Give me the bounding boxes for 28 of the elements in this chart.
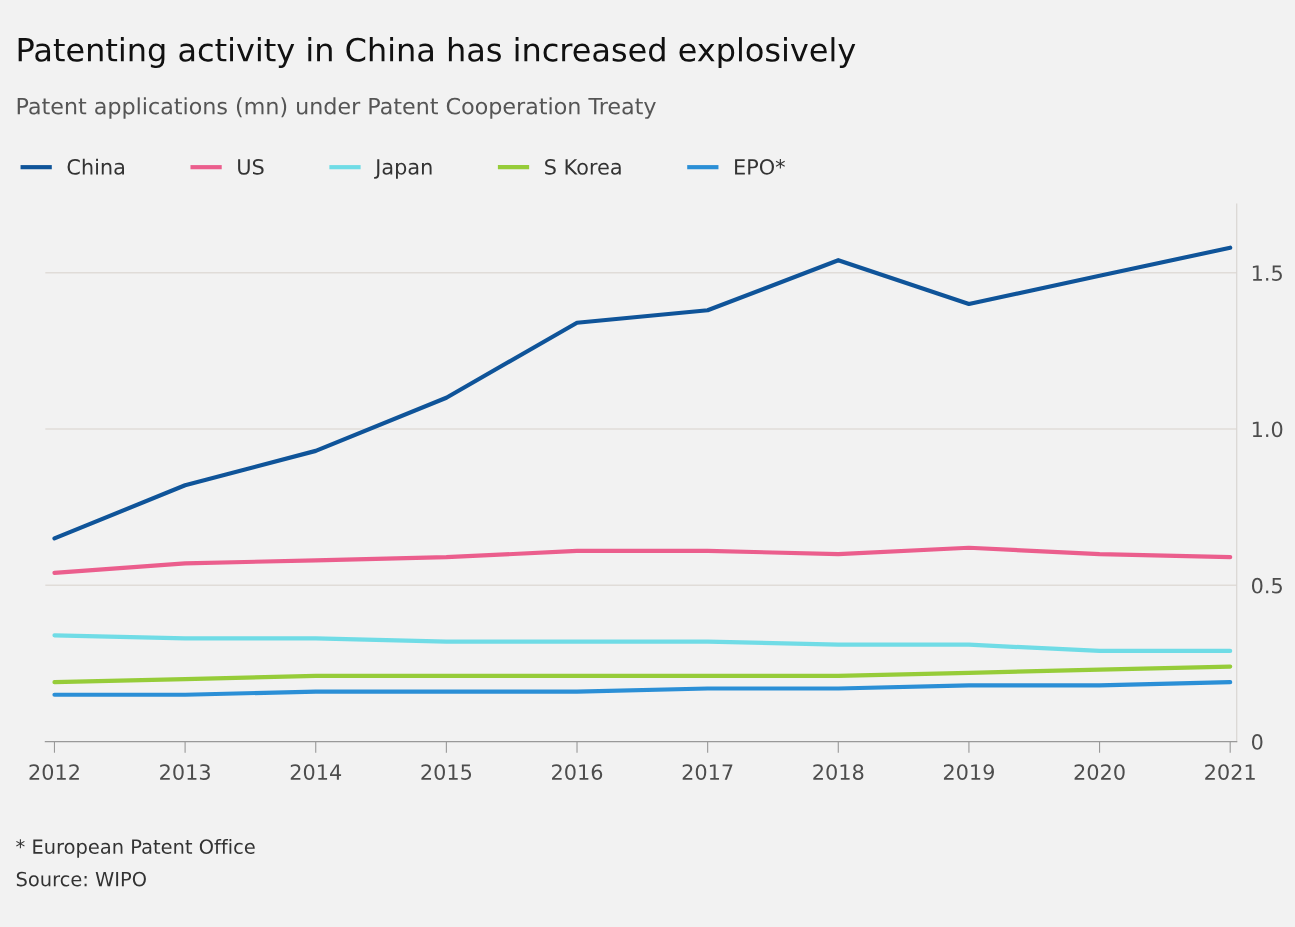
x-tick-label: 2013 (160, 764, 210, 780)
x-tick-label: 2012 (29, 764, 79, 780)
y-tick-label: 1.5 (1252, 265, 1282, 281)
line-series (52, 680, 1233, 697)
line-series (52, 545, 1233, 575)
line-series (52, 245, 1233, 541)
x-tick-label: 2016 (552, 764, 603, 780)
legend-label: Japan (374, 159, 432, 179)
chart-subtitle: Patent applications (mn) under Patent Cooperation Treaty (17, 97, 656, 119)
x-tick-label: 2021 (1205, 764, 1255, 780)
x-tick-label: 2018 (813, 764, 864, 780)
source-note: Source: WIPO (16, 871, 146, 887)
line-series (52, 664, 1233, 685)
x-tick-label: 2017 (682, 764, 733, 780)
legend-label: US (238, 159, 264, 175)
x-tick-label: 2020 (1074, 764, 1125, 780)
legend-label: S Korea (545, 159, 621, 175)
x-tick-label: 2019 (943, 764, 994, 780)
x-tick-label: 2014 (290, 764, 342, 780)
legend-label: EPO* (735, 159, 785, 175)
y-tick-label: 0.5 (1251, 577, 1282, 594)
y-tick-label: 1.0 (1252, 421, 1283, 438)
text: * European Patent Office (16, 838, 255, 858)
x-tick-label: 2015 (421, 764, 472, 780)
legend-label: China (67, 158, 124, 175)
chart-title: Patenting activity in China has increased explosively (18, 37, 856, 68)
line-series (52, 633, 1233, 654)
y-tick-label: 0 (1251, 734, 1263, 750)
